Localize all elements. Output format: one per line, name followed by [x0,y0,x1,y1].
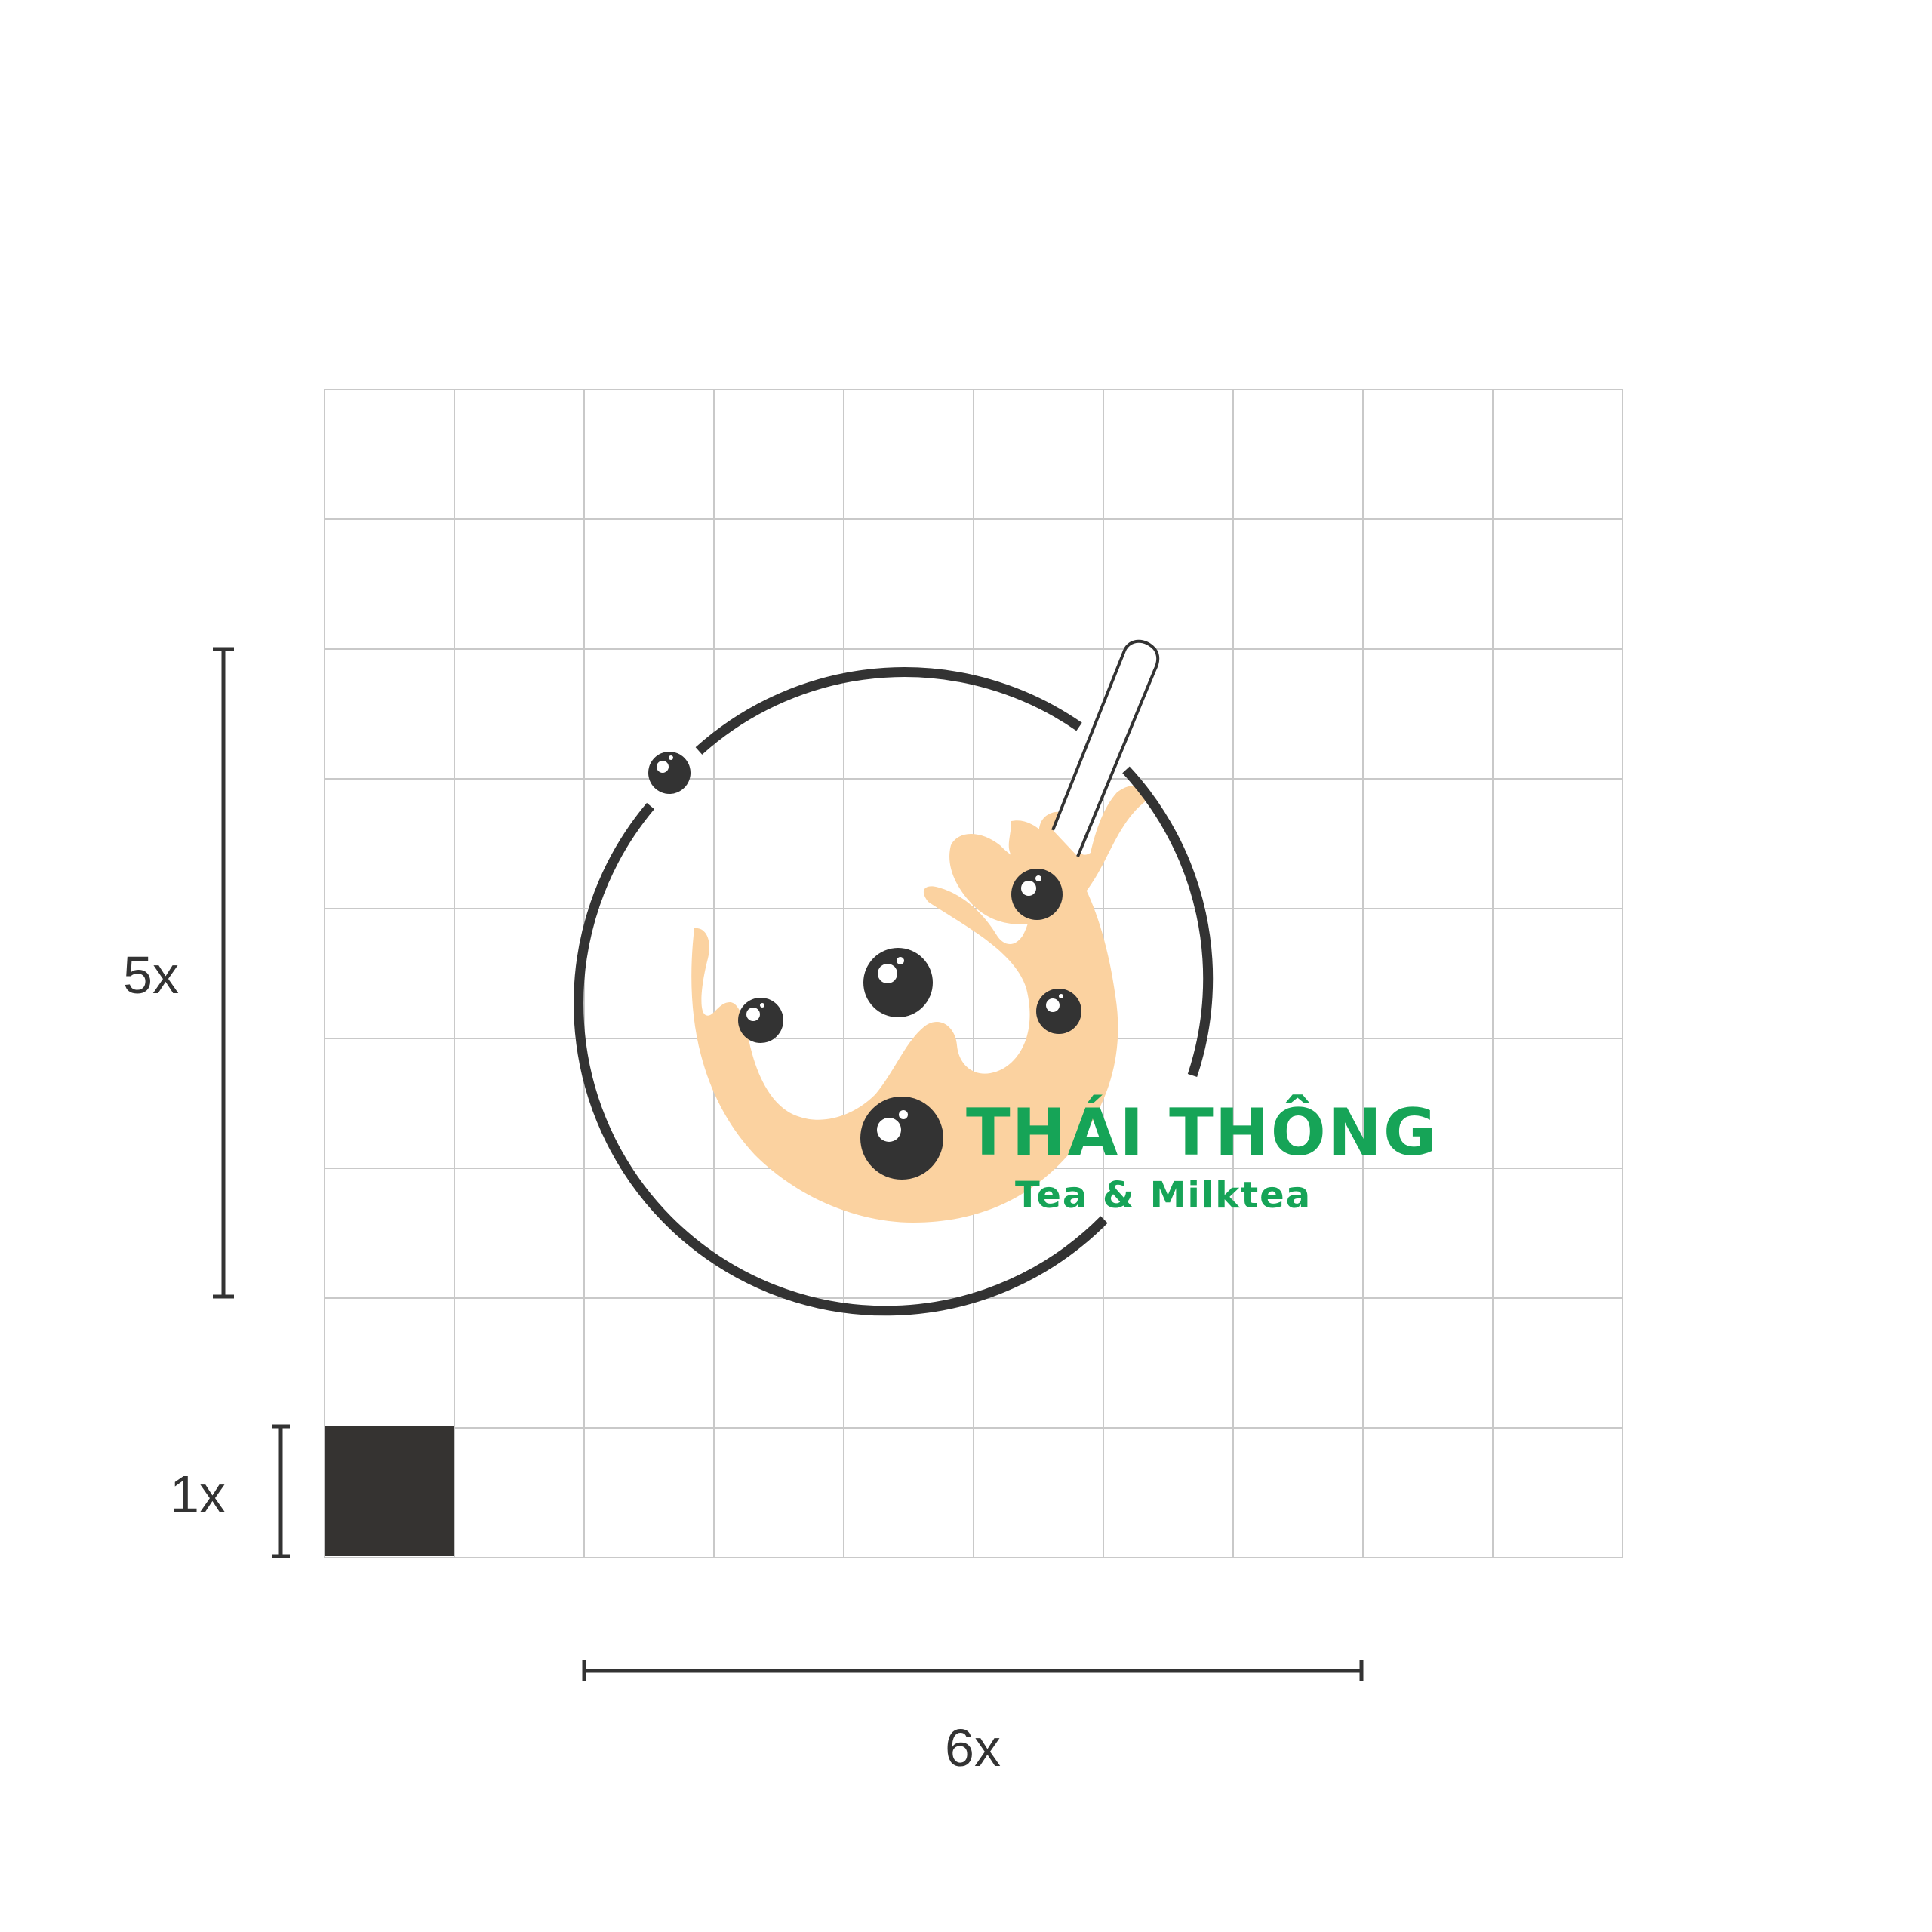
pearl-highlight-small [669,755,673,760]
construction-grid [324,389,1623,1558]
pearl-body [1036,989,1081,1034]
pearl-body [863,948,933,1017]
height-dimension-label: 5x [123,946,179,1004]
brand-tagline: Tea & Milktea [1015,1174,1312,1217]
pearl-highlight [1021,881,1036,896]
unit-dimension [272,1424,290,1558]
pearl-body [1011,869,1063,920]
pearl-highlight-small [760,1003,764,1008]
pearl-highlight-small [1059,994,1063,998]
pearl [738,998,783,1043]
cup-ring [574,667,1214,1316]
pearl [1011,869,1063,920]
pearl-highlight-small [897,957,904,964]
pearl [648,752,691,794]
unit-dimension-label: 1x [170,1465,226,1524]
pearl-highlight [878,964,897,983]
cup-ring-arc-right [1122,766,1214,1078]
pearl [860,1097,943,1180]
pearl [863,948,933,1017]
pearl-highlight [746,1008,760,1021]
milk-tea-splash-top [949,786,1147,924]
pearl-highlight-small [1035,875,1041,881]
width-dimension [582,1660,1364,1681]
cup-ring-arc-top [695,667,1082,755]
unit-block [325,1426,454,1556]
height-dimension [213,647,234,1299]
pearl [1036,989,1081,1034]
pearl-body [860,1097,943,1180]
tapioca-pearls [648,752,1081,1180]
brand-name: THÁI THÔNG [966,1094,1438,1171]
pearl-highlight-small [899,1110,908,1119]
pearl-highlight [1046,998,1060,1012]
straw [1051,639,1160,857]
straw-outline [1051,639,1160,857]
cup-ring-arc-left [574,802,1108,1316]
pearl-highlight [657,761,669,773]
pearl-highlight [877,1118,901,1142]
logo-mark: THÁI THÔNG Tea & Milktea [574,639,1438,1316]
width-dimension-label: 6x [945,1718,1001,1777]
milk-tea-splash [691,820,1118,1223]
